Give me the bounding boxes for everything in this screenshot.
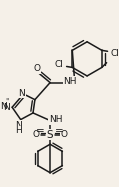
Text: N: N (15, 121, 22, 130)
Text: Cl: Cl (55, 60, 63, 69)
Text: N: N (3, 103, 10, 112)
Text: O: O (33, 64, 40, 73)
Text: Cl: Cl (111, 49, 119, 58)
Text: '': '' (5, 98, 10, 107)
Text: O: O (61, 130, 68, 139)
Text: NH: NH (63, 77, 77, 86)
Text: O: O (32, 130, 39, 139)
Text: =: = (36, 126, 45, 136)
Text: N: N (18, 88, 25, 98)
Text: H: H (15, 126, 22, 135)
Text: Cl: Cl (111, 50, 119, 59)
Text: S: S (47, 130, 53, 140)
Text: N: N (0, 102, 7, 111)
Text: =: = (55, 126, 64, 136)
Text: NH: NH (49, 115, 62, 124)
